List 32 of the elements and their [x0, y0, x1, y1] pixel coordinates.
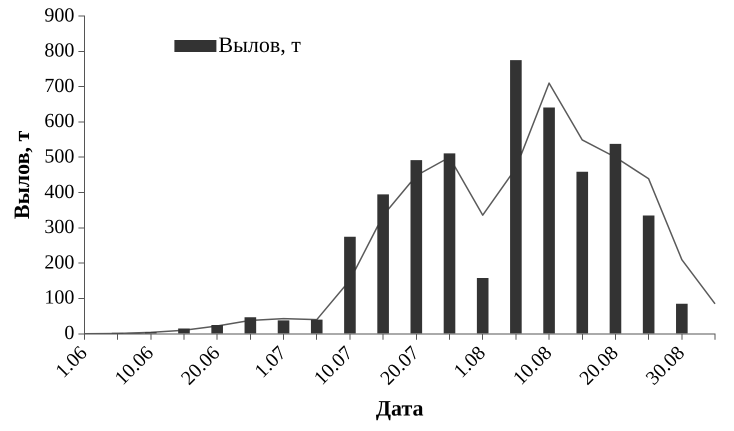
x-axis-title: Дата	[376, 395, 424, 420]
bar	[642, 216, 654, 334]
bar	[676, 304, 688, 334]
y-axis-title: Вылов, т	[8, 130, 34, 220]
y-tick-label: 100	[44, 286, 74, 309]
y-tick-label: 600	[44, 110, 74, 132]
x-tick-label: 1.08	[450, 342, 490, 382]
bar	[610, 144, 622, 334]
x-tick-label: 1.06	[51, 342, 92, 382]
y-tick-label: 700	[44, 74, 74, 97]
y-tick-label: 800	[44, 40, 74, 62]
bar	[211, 324, 223, 334]
bar	[278, 320, 290, 334]
bar	[244, 317, 256, 334]
y-tick-label: 0	[64, 322, 74, 344]
y-tick-label: 900	[44, 4, 74, 26]
bar	[510, 60, 522, 334]
bar	[543, 107, 555, 334]
bar	[344, 236, 356, 334]
bar	[377, 194, 389, 334]
legend-label: Вылов, т	[218, 32, 302, 57]
y-tick-label: 500	[44, 146, 74, 168]
x-tick-label: 1.07	[250, 342, 291, 382]
y-tick-label: 200	[44, 251, 74, 274]
bar	[178, 328, 190, 334]
bar	[476, 278, 488, 334]
bar	[410, 160, 422, 334]
bar	[576, 172, 588, 334]
bar	[444, 153, 456, 334]
bar	[310, 320, 323, 334]
y-tick-label: 300	[44, 216, 74, 238]
y-tick-label: 400	[44, 180, 74, 203]
